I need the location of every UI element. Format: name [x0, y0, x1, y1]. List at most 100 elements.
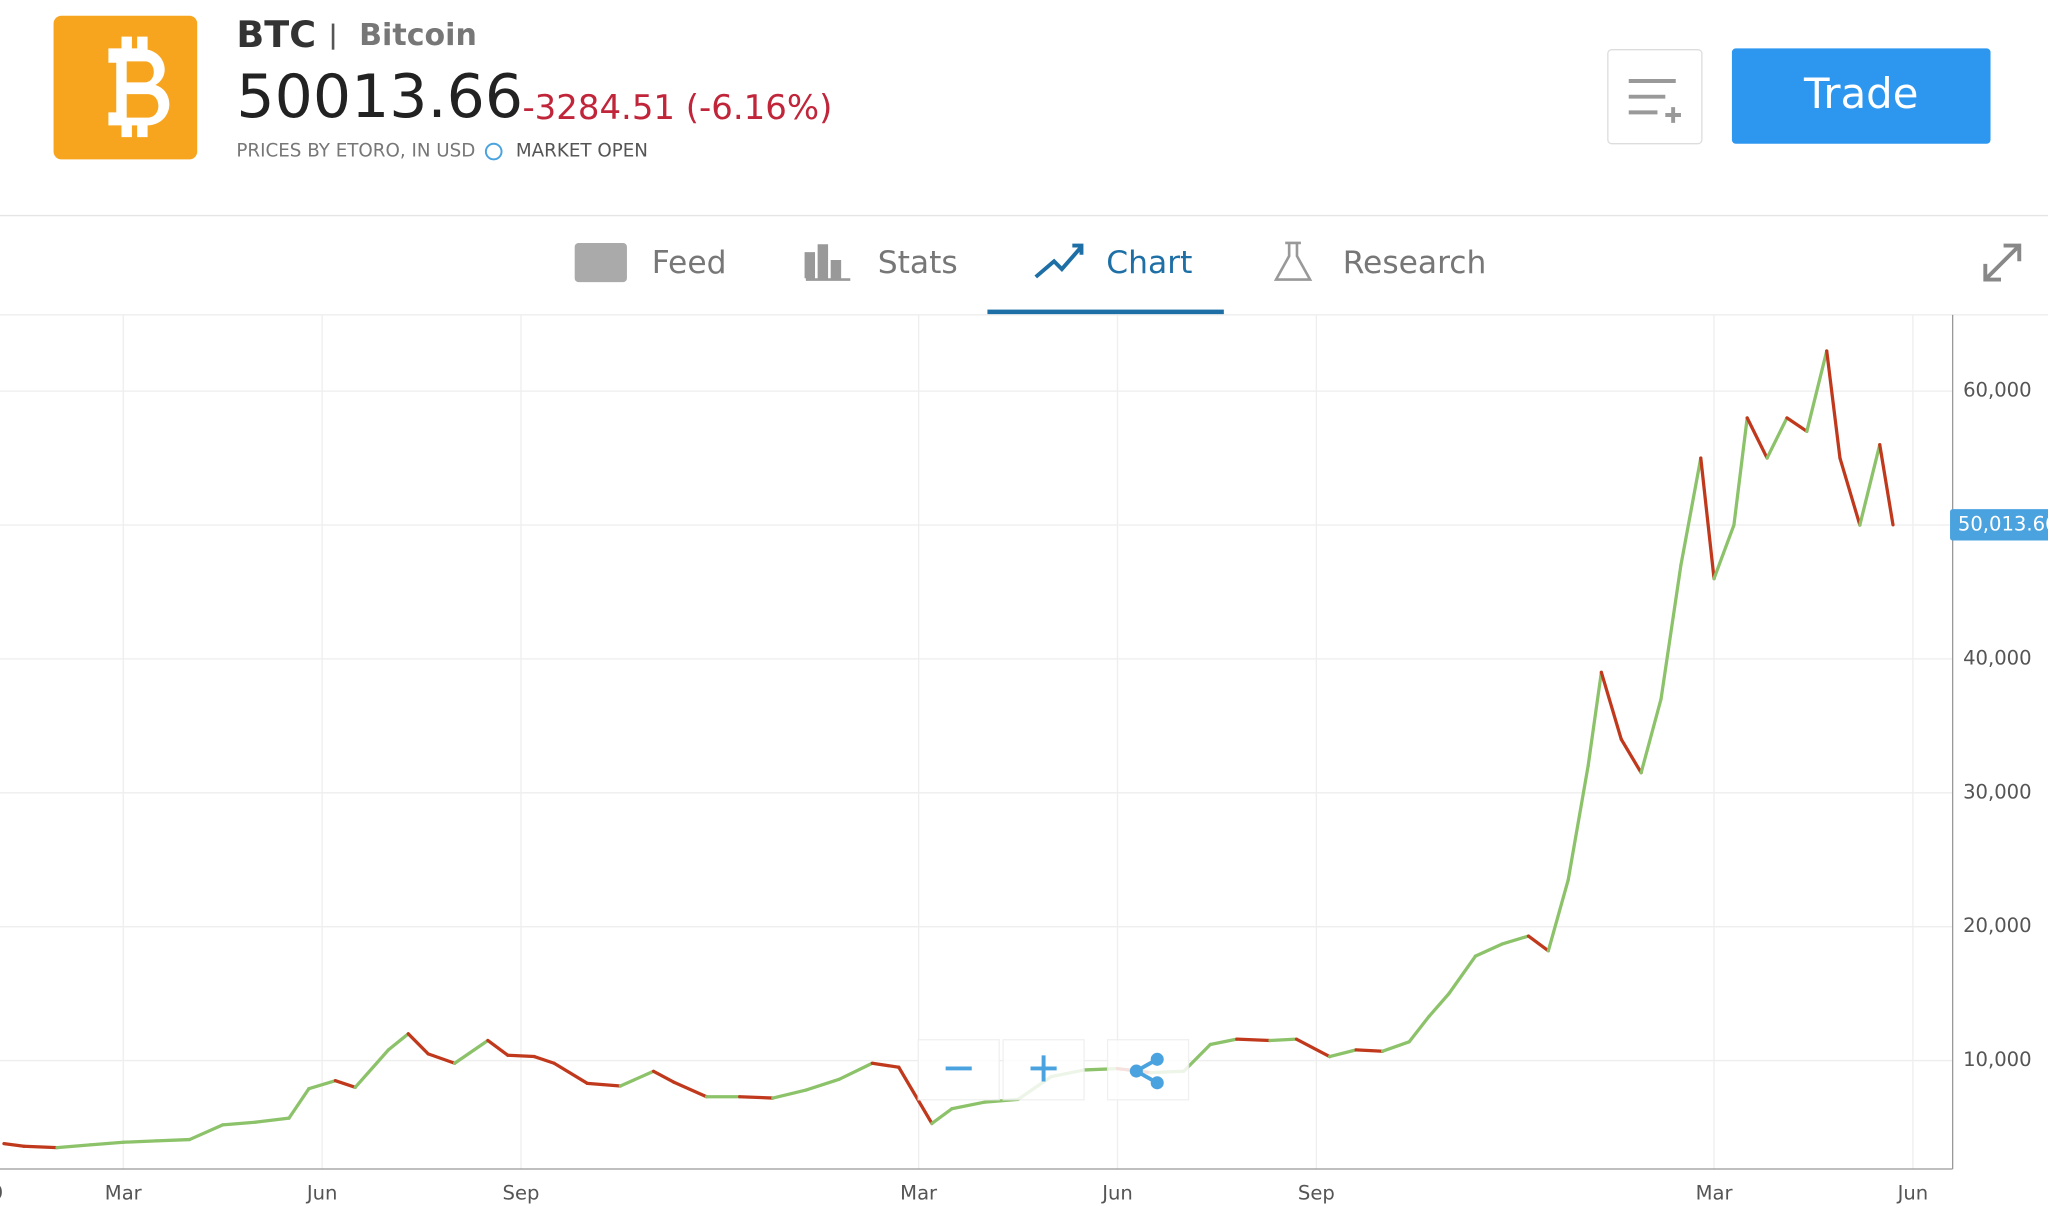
price-segment — [1805, 349, 1829, 433]
change: -3284.51 (-6.16%) — [522, 88, 832, 128]
price-segment — [1785, 416, 1809, 433]
price-segment — [552, 1061, 589, 1085]
price-segment — [1765, 416, 1789, 460]
price-segment — [1659, 563, 1683, 701]
price-segment — [426, 1052, 457, 1065]
price-marker — [1950, 509, 2048, 541]
source: PRICES BY ETORO, IN USD — [236, 141, 475, 162]
price-segment — [1712, 523, 1736, 581]
price-segment — [22, 1144, 59, 1150]
watchlist-icon — [1628, 79, 1681, 123]
y-tick-label: 60,000 — [1963, 379, 2032, 402]
price-segment — [2, 1141, 26, 1148]
chart-icon — [1034, 243, 1084, 279]
price-segment — [1586, 670, 1603, 768]
asset-name: Bitcoin — [359, 18, 477, 53]
price-segment — [1699, 456, 1716, 581]
price-segment — [1327, 1048, 1358, 1059]
price-segment — [506, 1053, 536, 1059]
trade-label: Trade — [1803, 69, 1918, 118]
price-segment — [1500, 934, 1531, 946]
price-segment — [1380, 1040, 1411, 1053]
fullscreen-button[interactable] — [1983, 243, 2022, 282]
price-segment — [333, 1079, 357, 1089]
price-segment — [1407, 1014, 1431, 1044]
price-segment — [1599, 670, 1623, 741]
x-tick-label: Mar — [900, 1181, 938, 1204]
price-segment — [386, 1032, 410, 1052]
price-segment — [187, 1123, 225, 1142]
tab[interactable]: Feed — [652, 245, 727, 281]
price-segment — [1208, 1037, 1239, 1047]
price-segment — [618, 1069, 656, 1088]
price-segment — [1732, 416, 1749, 527]
price-segment — [121, 1139, 159, 1144]
feed-icon — [574, 242, 627, 283]
price-segment — [1526, 934, 1550, 953]
research-icon — [1273, 241, 1313, 281]
price-segment — [1838, 456, 1862, 527]
x-tick-label: 19 — [0, 1181, 3, 1204]
tab[interactable]: Research — [1343, 245, 1487, 281]
price-segment — [55, 1143, 92, 1150]
zoom-in-icon — [1030, 1055, 1057, 1082]
y-tick-label: 10,000 — [1963, 1048, 2032, 1071]
x-tick-label: Sep — [1298, 1181, 1335, 1204]
price-segment — [1619, 737, 1643, 775]
price-segment — [1858, 443, 1882, 527]
price: 50013.66 — [236, 62, 523, 132]
price-segment — [1566, 764, 1590, 882]
price-segment — [453, 1038, 490, 1065]
price-segment — [1878, 443, 1895, 527]
trade-button[interactable] — [1731, 48, 1991, 144]
price-segment — [837, 1061, 874, 1081]
price-marker-label: 50,013.66 — [1958, 512, 2048, 535]
price-segment — [1825, 349, 1842, 460]
share-dot — [1129, 1064, 1143, 1078]
price-segment — [804, 1077, 841, 1092]
x-tick-label: Mar — [1696, 1181, 1734, 1204]
share-button[interactable] — [1106, 1039, 1190, 1101]
active-tab-indicator — [987, 309, 1224, 315]
price-segment — [353, 1048, 391, 1089]
x-tick-label: Jun — [1896, 1181, 1929, 1204]
clock-icon — [484, 142, 503, 161]
stats-icon — [804, 244, 851, 281]
price-segment — [897, 1065, 934, 1126]
share-dot — [1150, 1076, 1164, 1090]
price-segment — [1639, 697, 1663, 775]
x-tick-label: Jun — [305, 1181, 338, 1204]
axes: 10,00020,00030,00040,00050,00060,00019Ma… — [0, 314, 2048, 1204]
header-bg — [0, 0, 2048, 216]
y-tick-label: 30,000 — [1963, 780, 2032, 803]
logo-icon — [108, 36, 170, 138]
price-segment — [254, 1116, 291, 1124]
plot — [2, 349, 1895, 1150]
market-status: MARKET OPEN — [516, 141, 648, 162]
tab[interactable]: Stats — [878, 245, 958, 281]
price-segment — [532, 1054, 556, 1065]
price-segment — [1679, 456, 1703, 567]
y-tick-label: 20,000 — [1963, 914, 2032, 937]
price-segment — [1354, 1048, 1385, 1053]
x-tick-label: Sep — [503, 1181, 540, 1204]
price-segment — [406, 1032, 430, 1056]
price-segment — [287, 1087, 311, 1120]
price-segment — [671, 1080, 709, 1099]
price-segment — [1447, 954, 1478, 996]
price-segment — [1294, 1037, 1332, 1059]
x-tick-label: Jun — [1100, 1181, 1133, 1204]
price-segment — [1546, 878, 1570, 953]
symbol: BTC — [236, 13, 316, 56]
tab[interactable]: Chart — [1106, 245, 1192, 281]
price-segment — [870, 1061, 901, 1069]
price-segment — [950, 1100, 987, 1111]
price-segment — [1235, 1037, 1272, 1043]
x-tick-label: Mar — [105, 1181, 143, 1204]
grid — [0, 314, 1953, 1170]
price-segment — [585, 1081, 623, 1088]
price-segment — [930, 1107, 954, 1126]
y-tick-label: 40,000 — [1963, 646, 2032, 669]
price-segment — [307, 1079, 338, 1091]
